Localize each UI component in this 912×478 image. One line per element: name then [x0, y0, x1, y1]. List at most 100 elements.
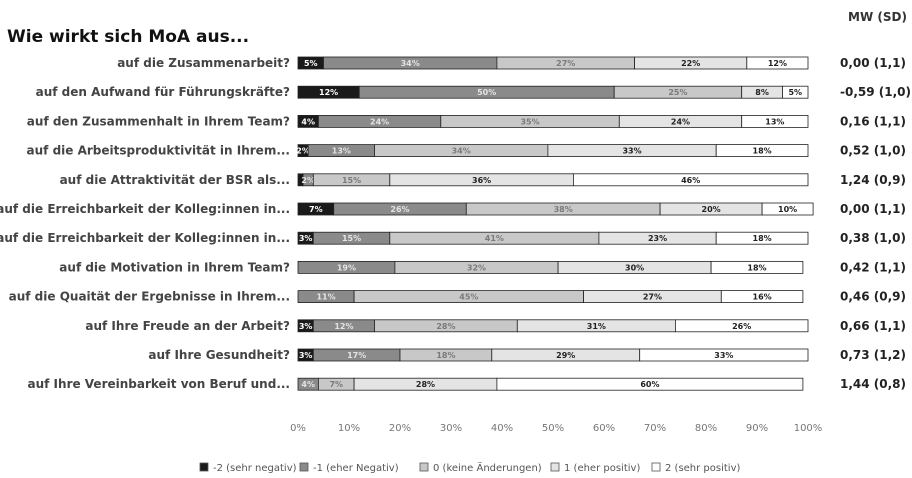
segment-label: 12% — [334, 322, 353, 331]
segment-label: 8% — [755, 88, 769, 97]
legend-item: 2 (sehr positiv) — [651, 462, 741, 474]
segment-label: 13% — [765, 117, 784, 126]
segment-label: 17% — [347, 351, 366, 360]
category-label: auf die Motivation in Ihrem Team? — [59, 260, 290, 274]
segment-label: 12% — [319, 88, 338, 97]
segment-label: 4% — [301, 380, 315, 389]
legend-item: 0 (keine Änderungen) — [419, 461, 542, 474]
segment-label: 28% — [416, 380, 435, 389]
bar-rows: auf die Zusammenarbeit? 5% 34% 27% 22% 12% 0,0… — [0, 56, 911, 391]
bar-segment — [573, 173, 809, 187]
segment-label: 28% — [436, 322, 455, 331]
legend-label: 0 (keine Änderungen) — [433, 461, 542, 474]
row-stat: 0,38 (1,0) — [840, 231, 906, 245]
segment-label: 13% — [332, 147, 351, 156]
segment-label: 18% — [753, 147, 772, 156]
row-stat: 0,66 (1,1) — [840, 319, 906, 333]
bar-row: auf Ihre Vereinbarkeit von Beruf und... 4… — [28, 377, 907, 391]
segment-label: 34% — [452, 147, 471, 156]
segment-label: 30% — [625, 263, 644, 272]
segment-label: 46% — [681, 176, 700, 185]
segment-label: 33% — [622, 147, 641, 156]
category-label: auf die Erreichbarkeit der Kolleg:innen … — [0, 202, 290, 216]
legend-label: 1 (eher positiv) — [564, 463, 640, 474]
x-tick-label: 80% — [695, 423, 717, 434]
segment-label: 33% — [714, 351, 733, 360]
segment-label: 38% — [554, 205, 573, 214]
x-tick-label: 100% — [794, 423, 823, 434]
bar-row: auf die Arbeitsproduktivität in Ihrem...… — [27, 144, 906, 158]
segment-label: 7% — [309, 205, 323, 214]
row-stat: 1,44 (0,8) — [840, 377, 906, 391]
segment-label: 20% — [702, 205, 721, 214]
stat-header: MW (SD) — [848, 10, 907, 24]
x-axis: 0% 10% 20% 30% 40% 50% 60% 70% 80% 90% 100% — [290, 423, 822, 434]
segment-label: 50% — [477, 88, 496, 97]
bar-segment — [639, 348, 809, 362]
bar-segment — [720, 290, 804, 304]
segment-label: 11% — [316, 293, 335, 302]
legend-swatch — [419, 462, 429, 472]
bar-segment — [715, 231, 809, 245]
legend-item: 1 (eher positiv) — [550, 462, 640, 474]
legend-label: -2 (sehr negativ) — [213, 463, 297, 474]
segment-label: 3% — [299, 234, 313, 243]
category-label: auf den Zusammenhalt in Ihrem Team? — [27, 114, 290, 128]
bar-segment — [761, 202, 814, 216]
segment-label: 2% — [296, 147, 310, 156]
x-tick-label: 10% — [338, 423, 360, 434]
bar-row: auf den Aufwand für Führungskräfte? 12% 50… — [36, 85, 911, 99]
row-stat: 0,00 (1,1) — [840, 202, 906, 216]
row-stat: 0,73 (1,2) — [840, 348, 906, 362]
segment-label: 5% — [304, 59, 318, 68]
bar-row: auf die Erreichbarkeit der Kolleg:innen … — [0, 231, 906, 245]
segment-label: 41% — [485, 234, 504, 243]
segment-label: 24% — [370, 117, 389, 126]
segment-label: 25% — [668, 88, 687, 97]
x-tick-label: 30% — [440, 423, 462, 434]
row-stat: 0,52 (1,0) — [840, 144, 906, 158]
segment-label: 18% — [753, 234, 772, 243]
bar-segment — [782, 85, 809, 99]
row-stat: 0,46 (0,9) — [840, 290, 906, 304]
legend-swatch — [550, 462, 560, 472]
segment-label: 2% — [301, 176, 315, 185]
segment-label: 15% — [342, 234, 361, 243]
segment-label: 34% — [401, 59, 420, 68]
row-stat: 1,24 (0,9) — [840, 173, 906, 187]
x-tick-label: 60% — [593, 423, 615, 434]
segment-label: 3% — [299, 351, 313, 360]
bar-segment — [741, 115, 809, 128]
segment-label: 4% — [301, 117, 315, 126]
segment-label: 27% — [556, 59, 575, 68]
segment-label: 19% — [337, 263, 356, 272]
legend-item: -2 (sehr negativ) — [199, 462, 297, 474]
segment-label: 22% — [681, 59, 700, 68]
bar-row: auf die Attraktivität der BSR als... 2% 15… — [60, 173, 906, 187]
x-tick-label: 70% — [644, 423, 666, 434]
x-tick-label: 0% — [290, 423, 306, 434]
bar-row: auf die Motivation in Ihrem Team? 19% 32% 3… — [59, 260, 906, 274]
legend: -2 (sehr negativ) -1 (eher Negativ) 0 (kei… — [199, 461, 741, 474]
bar-row: auf die Erreichbarkeit der Kolleg:innen … — [0, 202, 906, 216]
bar-segment — [746, 56, 809, 70]
segment-label: 32% — [467, 263, 486, 272]
legend-label: 2 (sehr positiv) — [665, 463, 741, 474]
x-tick-label: 90% — [746, 423, 768, 434]
category-label: auf Ihre Freude an der Arbeit? — [85, 319, 290, 333]
row-stat: 0,00 (1,1) — [840, 56, 906, 70]
x-tick-label: 20% — [389, 423, 411, 434]
x-tick-label: 50% — [542, 423, 564, 434]
bar-segment — [675, 319, 809, 333]
bar-segment — [496, 377, 804, 391]
segment-label: 18% — [436, 351, 455, 360]
category-label: auf die Zusammenarbeit? — [117, 56, 290, 70]
chart-title: Wie wirkt sich MoA aus... — [7, 27, 249, 47]
segment-label: 18% — [747, 263, 766, 272]
segment-label: 12% — [768, 59, 787, 68]
category-label: auf die Arbeitsproduktivität in Ihrem... — [27, 144, 290, 158]
segment-label: 60% — [640, 380, 659, 389]
segment-label: 16% — [753, 293, 772, 302]
segment-label: 10% — [778, 205, 797, 214]
